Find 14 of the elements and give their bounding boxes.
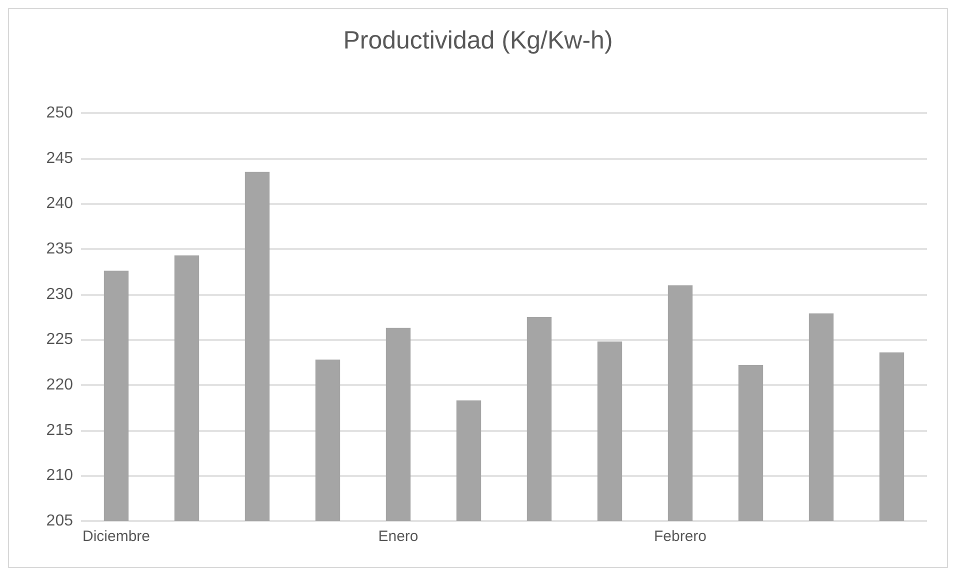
- x-tick-label: Diciembre: [82, 528, 150, 545]
- y-tick-label: 250: [46, 104, 74, 122]
- y-tick-label: 240: [46, 195, 74, 212]
- y-tick-label: 235: [46, 240, 74, 258]
- chart-title: Productividad (Kg/Kw-h): [343, 26, 613, 54]
- y-tick-label: 220: [46, 376, 74, 394]
- y-tick-label: 230: [46, 286, 74, 303]
- x-tick-label: Enero: [378, 528, 418, 545]
- y-tick-label: 205: [46, 512, 74, 530]
- y-tick-label: 215: [46, 422, 74, 439]
- y-tick-label: 245: [46, 150, 74, 167]
- y-tick-label: 225: [46, 331, 74, 348]
- y-tick-label: 210: [46, 467, 74, 484]
- x-tick-label: Febrero: [654, 528, 707, 545]
